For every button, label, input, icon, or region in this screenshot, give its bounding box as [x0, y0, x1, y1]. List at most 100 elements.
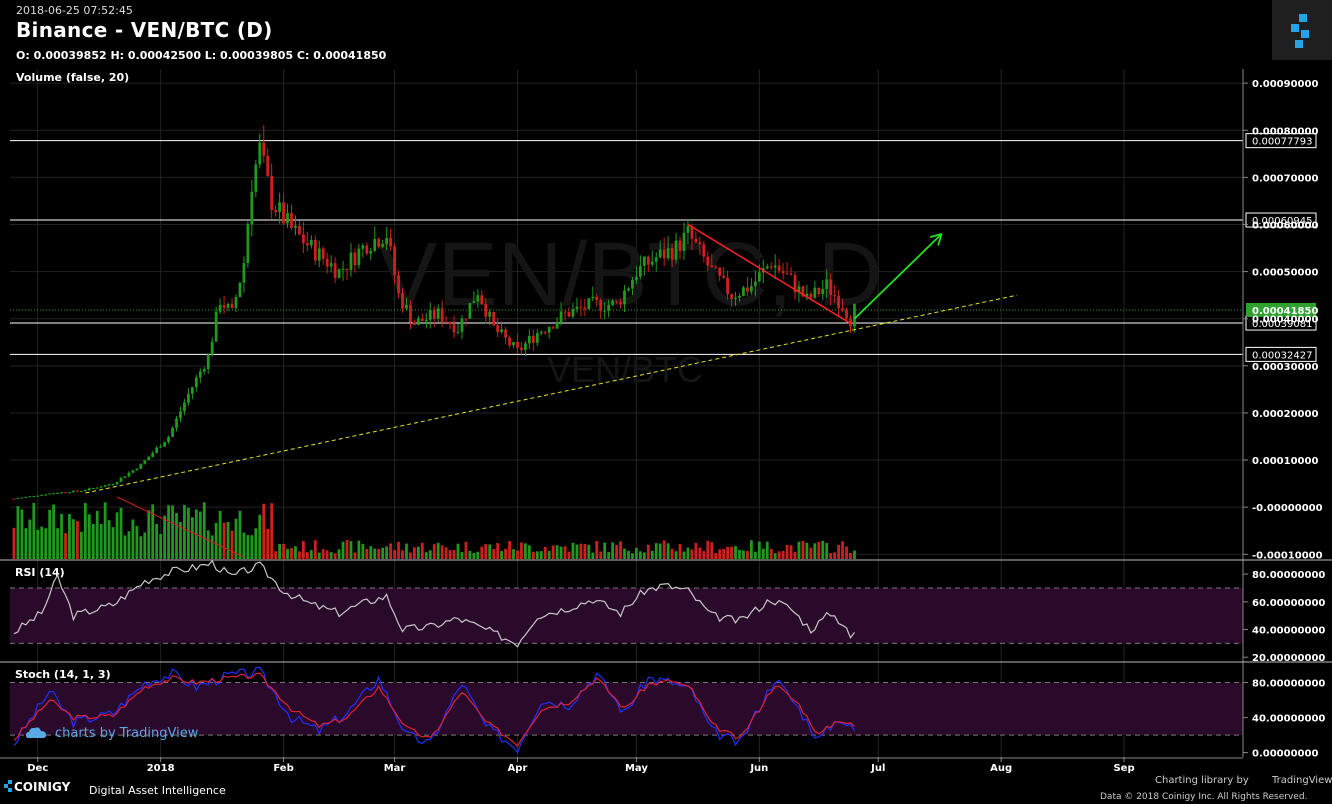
candle-body [718, 267, 722, 276]
candle-body [369, 250, 373, 254]
candle-body [428, 310, 432, 320]
volume-bar [769, 548, 773, 559]
volume-bar [353, 552, 357, 559]
candle-body [753, 281, 757, 287]
volume-bar [206, 530, 210, 559]
watermark-small: VEN/BTC [547, 349, 703, 390]
candle-body [769, 266, 773, 268]
candle-body [603, 310, 607, 312]
footer-tagline: Digital Asset Intelligence [89, 784, 226, 797]
candle-body [833, 295, 837, 297]
candle-body [817, 287, 821, 295]
volume-bar [12, 527, 16, 559]
volume-bar [48, 509, 52, 559]
candle-body [234, 296, 238, 308]
candle-body [147, 456, 151, 461]
volume-bar [401, 550, 404, 559]
candle-body [163, 442, 167, 447]
indicator-tick-label: 60.00000000 [1252, 598, 1325, 609]
candle-body [777, 265, 781, 271]
volume-bar [765, 541, 769, 559]
volume-bar [175, 513, 178, 559]
x-tick-label: Jun [749, 763, 768, 774]
candle-body [278, 202, 281, 212]
volume-bar [123, 535, 127, 559]
candle-body [571, 309, 575, 317]
footer-library: Charting library by [1155, 775, 1249, 786]
volume-bar [317, 552, 321, 559]
volume-bar [381, 547, 385, 559]
volume-bar [202, 502, 206, 559]
volume-bar [555, 545, 559, 559]
candle-body [619, 301, 622, 305]
tradingview-watermark[interactable]: charts by TradingView [55, 726, 199, 741]
volume-bar [516, 550, 519, 559]
volume-bar [484, 544, 488, 559]
volume-bar [242, 532, 246, 559]
footer-tradingview[interactable]: TradingView [1272, 775, 1332, 786]
volume-bar [749, 540, 753, 559]
candle-body [512, 342, 515, 346]
candle-body [785, 273, 789, 275]
candle-body [690, 226, 694, 239]
volume-bar [416, 546, 420, 559]
volume-bar [389, 543, 392, 559]
candle-body [694, 238, 698, 243]
volume-bar [662, 540, 666, 559]
volume-bar [432, 544, 436, 559]
volume-bar [781, 550, 785, 559]
volume-bar [278, 543, 281, 559]
volume-bar [757, 541, 761, 559]
candle-body [749, 286, 753, 292]
candle-body [290, 213, 293, 228]
indicator-title: Stoch (14, 1, 3) [15, 668, 111, 681]
volume-bar [742, 550, 745, 559]
coinigy-logo-box[interactable] [1272, 0, 1332, 60]
candle-body [420, 318, 424, 322]
volume-bar [492, 548, 496, 559]
candle-body [702, 244, 706, 257]
candle-body [587, 298, 591, 309]
volume-bar [563, 546, 567, 559]
volume-bar [718, 549, 722, 559]
volume-bar [87, 514, 91, 559]
volume-bar [36, 529, 40, 559]
candle-body [36, 495, 40, 497]
candle-body [416, 318, 420, 325]
volume-bar [464, 541, 468, 559]
candle-body [611, 300, 615, 306]
candle-body [579, 306, 583, 308]
candle-body [821, 288, 825, 295]
candle-body [206, 354, 210, 370]
x-tick-label: Jul [870, 763, 885, 774]
candle-body [531, 335, 535, 343]
volume-bar [282, 543, 285, 559]
volume-bar [254, 528, 258, 559]
candle-body [734, 297, 737, 299]
candle-body [60, 492, 63, 494]
volume-bar [785, 544, 789, 559]
volume-bar [309, 550, 313, 559]
candle-body [516, 342, 519, 348]
volume-bar [167, 505, 170, 559]
candle-body [631, 280, 634, 289]
candle-body [547, 327, 551, 333]
volume-bar [115, 512, 119, 559]
volume-bar [270, 503, 274, 559]
volume-bar [726, 546, 729, 559]
volume-bar [543, 546, 547, 559]
volume-bar [599, 551, 603, 559]
volume-bar [837, 544, 840, 559]
candle-body [393, 246, 396, 276]
volume-bar [488, 544, 492, 559]
candle-body [341, 268, 345, 270]
candle-body [258, 142, 262, 165]
volume-bar [28, 519, 32, 559]
price-level-label: 0.00060945 [1252, 216, 1312, 227]
volume-bar [567, 551, 571, 559]
price-level-label: 0.00039081 [1252, 319, 1312, 330]
volume-bar [472, 552, 476, 559]
volume-bar [698, 547, 702, 559]
candle-body [373, 238, 377, 251]
